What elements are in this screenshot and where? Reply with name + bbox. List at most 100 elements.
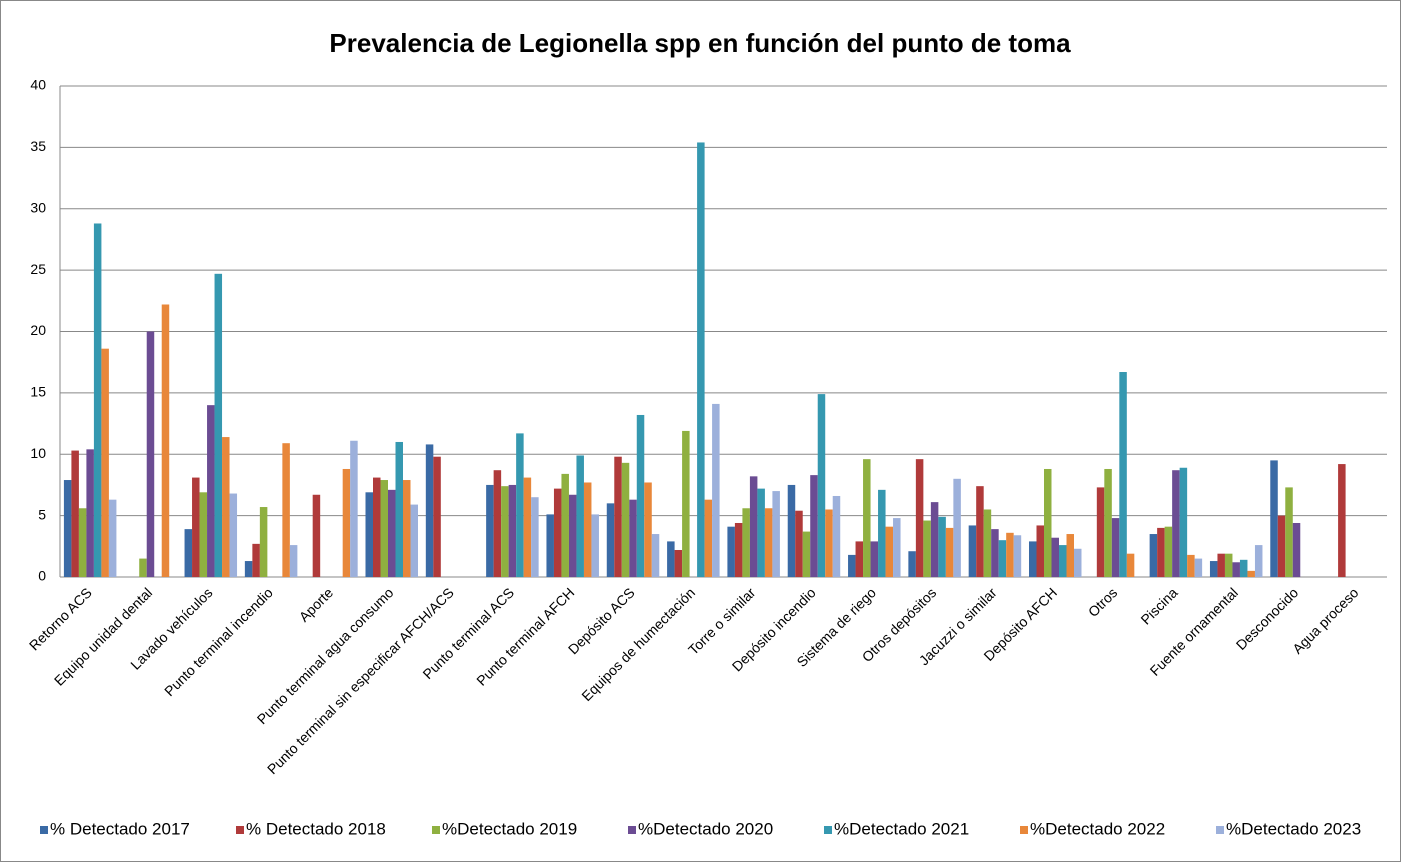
bar [486,484,494,577]
bar [410,504,418,577]
y-tick-label: 5 [38,506,46,522]
bar [893,518,901,577]
bar [1270,460,1278,577]
bar [1157,527,1165,577]
bar [1119,372,1127,577]
bar [930,502,939,577]
bar [795,510,803,577]
bar [810,475,818,577]
bar [1104,468,1112,577]
bar [63,480,72,577]
bar [93,223,102,578]
bar [674,549,683,577]
y-tick-label: 10 [30,445,46,461]
bar [259,507,268,577]
bar [229,493,238,577]
bar [433,456,441,577]
bar [621,462,630,577]
bar [848,554,856,577]
y-tick-label: 15 [30,384,46,400]
bar [742,508,750,577]
bar [998,540,1007,577]
bar [614,456,622,577]
bar [395,441,403,577]
bar [1036,525,1044,577]
bar [764,508,773,577]
bar [289,545,298,577]
y-tick-label: 25 [30,261,46,277]
bar [161,304,170,577]
legend-swatch [824,826,832,834]
legend-label: % Detectado 2018 [246,819,386,838]
bar [553,488,562,577]
bar [192,477,200,577]
bar [583,482,592,577]
bar [591,514,599,577]
bar [682,430,690,577]
bar [915,459,924,577]
bar [629,499,637,577]
bar [832,495,841,577]
bar [493,470,502,577]
bar [1006,532,1014,577]
bar [523,477,532,577]
bar [734,522,743,577]
bar [568,494,577,577]
bar [501,486,509,577]
bar [908,551,916,577]
bar [1209,561,1218,577]
bar [207,405,215,577]
bar [184,529,193,577]
bar [825,509,833,577]
bar [1013,535,1022,577]
bar [855,541,864,577]
bar [636,414,645,577]
legend-swatch [236,826,244,834]
bar [1285,487,1293,577]
bar [1239,559,1248,577]
y-tick-label: 0 [38,568,46,584]
bar [976,486,984,577]
bar [968,525,977,577]
bar [953,478,961,577]
bar [1254,545,1263,577]
bar [787,484,796,577]
bar [644,482,652,577]
bar [863,459,871,577]
bar [1292,522,1301,577]
bar [576,455,584,577]
y-tick-label: 35 [30,138,46,154]
bar [1247,570,1255,577]
bar [802,531,811,577]
bar [1187,554,1195,577]
bar [878,489,886,577]
bar [1051,537,1059,577]
bar [757,488,765,577]
bar [425,444,434,577]
legend-label: %Detectado 2019 [442,819,577,838]
y-tick-label: 40 [30,77,46,93]
bar [1194,558,1203,577]
bar [403,480,411,577]
bar [139,558,147,577]
bar [101,348,109,577]
bar [885,526,894,577]
legend-swatch [628,826,636,834]
legend-label: %Detectado 2020 [638,819,773,838]
bar [1338,464,1346,577]
legend-label: %Detectado 2023 [1226,819,1361,838]
legend-label: % Detectado 2017 [50,819,190,838]
bar [938,516,946,577]
bar [388,489,396,577]
bar [350,440,358,577]
bar [697,142,705,577]
bar [531,497,539,577]
bar [71,450,79,577]
bar [1164,526,1173,577]
bar [516,433,524,577]
legend-label: %Detectado 2022 [1030,819,1165,838]
legend-swatch [1020,826,1028,834]
bar [1059,545,1067,577]
bar [772,491,780,577]
bar [508,484,517,577]
